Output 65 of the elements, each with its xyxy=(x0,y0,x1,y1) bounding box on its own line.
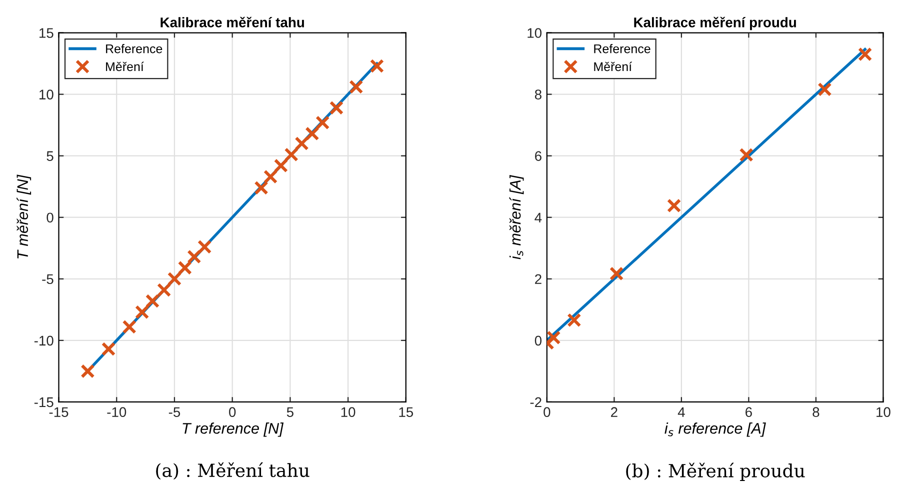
point xyxy=(284,148,298,162)
legend-label: Měření xyxy=(594,62,632,72)
x-tick-label: 0 xyxy=(229,407,236,418)
point xyxy=(122,320,136,334)
x-tick-label: 0 xyxy=(544,407,550,418)
chart-title: Kalibrace měření tahu xyxy=(160,16,304,28)
y-tick-label: 10 xyxy=(40,90,54,100)
point xyxy=(101,342,116,356)
y-tick-label: 4 xyxy=(534,212,542,222)
point xyxy=(178,260,192,275)
point xyxy=(818,82,832,96)
y-tick-label: 5 xyxy=(46,151,54,161)
point xyxy=(167,272,182,286)
x-tick-label: 2 xyxy=(611,407,618,417)
x-tick-label: 15 xyxy=(399,407,414,418)
y-tick-label: -10 xyxy=(34,336,54,346)
x-tick-label: 10 xyxy=(876,407,890,418)
point xyxy=(546,330,561,345)
x-axis-title: i$_{s}$ reference [A] xyxy=(664,422,766,437)
text: (b) : Měření proudu xyxy=(626,462,805,481)
point xyxy=(739,148,754,162)
point xyxy=(274,158,288,173)
x-tick-label: 6 xyxy=(746,407,752,418)
text: (a) : Měření tahu xyxy=(156,462,310,480)
y-tick-label: 10 xyxy=(528,28,542,38)
point xyxy=(329,100,344,115)
point xyxy=(80,364,95,378)
y-tick-label: 0 xyxy=(46,212,54,223)
y-tick-label: 6 xyxy=(535,151,542,161)
y-tick-label: 15 xyxy=(40,28,54,38)
x-tick-label: 8 xyxy=(812,407,820,418)
y-axis-title: T měření [N] xyxy=(16,174,32,258)
legend-label: Reference xyxy=(106,44,162,54)
point xyxy=(197,240,212,254)
point xyxy=(156,282,172,298)
y-tick-label: 0 xyxy=(534,336,542,346)
point xyxy=(134,305,150,320)
point xyxy=(370,58,384,74)
point xyxy=(305,126,320,141)
y-axis-title: i$_{s}$ měření [A] xyxy=(509,174,524,260)
x-tick-label: -10 xyxy=(107,407,126,418)
point xyxy=(187,250,202,264)
y-tick-label: -15 xyxy=(34,397,54,408)
point xyxy=(294,136,309,151)
x-axis-title: T reference [N] xyxy=(182,422,284,437)
point xyxy=(316,116,330,130)
point xyxy=(263,170,278,184)
y-tick-label: 8 xyxy=(534,90,542,100)
point xyxy=(858,47,872,62)
point xyxy=(666,198,682,213)
legend-label: Měření xyxy=(106,62,144,72)
chart-title: Kalibrace měření proudu xyxy=(634,16,796,30)
legend-label: Reference xyxy=(594,44,650,54)
y-tick-label: 2 xyxy=(535,274,542,284)
x-tick-label: 10 xyxy=(341,407,356,418)
point xyxy=(349,80,364,94)
y-tick-label: -2 xyxy=(530,397,542,407)
x-tick-label: 5 xyxy=(286,407,294,418)
point xyxy=(609,266,624,281)
point xyxy=(254,180,268,195)
point xyxy=(567,313,582,328)
x-tick-label: 4 xyxy=(678,407,685,417)
y-tick-label: -5 xyxy=(42,274,54,284)
x-tick-label: -5 xyxy=(168,407,180,418)
point xyxy=(145,294,160,308)
